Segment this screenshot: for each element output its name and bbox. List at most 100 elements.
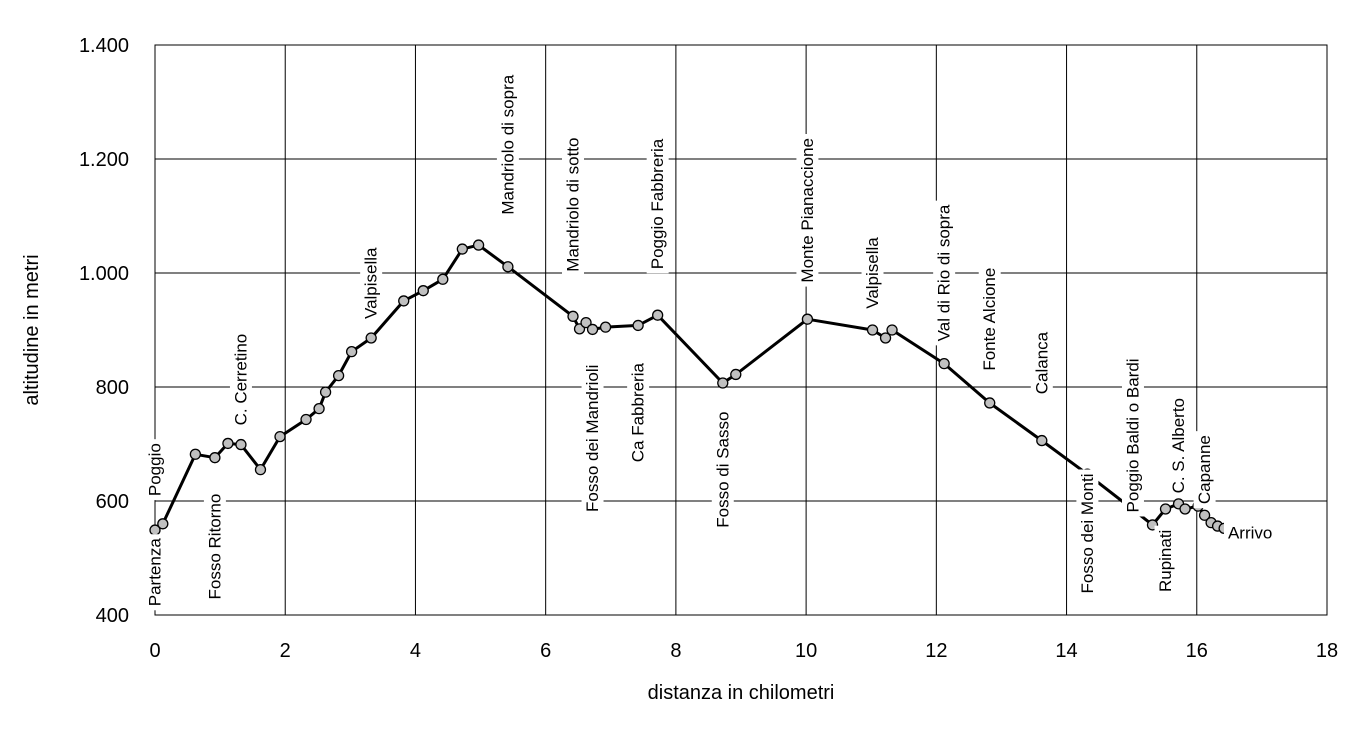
data-point — [652, 309, 664, 321]
y-tick-label: 400 — [96, 605, 129, 627]
waypoint-label-group: Fosso dei Mandrioli — [581, 360, 604, 517]
data-point — [886, 324, 898, 336]
data-point — [730, 368, 742, 381]
waypoint-label-background — [1076, 469, 1099, 598]
x-tick-label: 2 — [280, 640, 291, 662]
waypoint-label: Mandriolo di sopra — [498, 74, 517, 214]
waypoint-label: Val di Rio di sopra — [935, 204, 954, 341]
x-tick-label: 6 — [540, 640, 551, 662]
waypoint-label-background — [144, 534, 166, 611]
waypoint-label-group: C. S. Alberto — [1167, 393, 1190, 498]
y-tick-label: 800 — [96, 377, 129, 399]
data-point — [274, 430, 286, 443]
waypoint-label-group: Val di Rio di sopra — [933, 200, 956, 346]
waypoint-label: Fosso dei Monti — [1078, 473, 1097, 593]
waypoint-label: Calanca — [1032, 331, 1051, 394]
waypoint-label-group: Fosso dei Monti — [1076, 469, 1099, 598]
waypoint-label: Fosso di Sasso — [713, 412, 732, 528]
x-axis-title: distanza in chilometri — [648, 682, 835, 704]
waypoint-label-group: Mandriolo di sotto — [562, 133, 585, 276]
data-point — [222, 437, 234, 450]
waypoint-label-background — [1193, 431, 1216, 509]
data-point — [586, 323, 599, 336]
y-axis-title: altitudine in metri — [21, 254, 43, 405]
waypoint-label: C. Cerretino — [231, 334, 250, 426]
waypoint-label: Poggio Baldi o Bardi — [1123, 358, 1142, 512]
waypoint-label: Mandriolo di sotto — [564, 138, 583, 272]
data-point — [209, 452, 221, 464]
data-point — [472, 239, 485, 251]
waypoint-label-group: C. Cerretino — [229, 329, 252, 430]
waypoint-label-background — [646, 134, 669, 274]
data-point — [235, 438, 247, 451]
data-point — [938, 357, 950, 370]
x-tick-label: 10 — [795, 640, 817, 662]
data-point — [801, 313, 814, 325]
waypoint-label-group: Calanca — [1030, 327, 1053, 399]
waypoint-label: Arrivo — [1228, 523, 1272, 542]
waypoint-label: Poggio Fabbreria — [648, 138, 667, 269]
data-point — [502, 261, 514, 273]
waypoint-label-group: Rupinati — [1154, 525, 1177, 597]
x-tick-label: 12 — [925, 640, 947, 662]
x-tick-label: 18 — [1316, 640, 1338, 662]
data-points — [149, 239, 1237, 536]
waypoint-label-group: Fosso Ritorno — [203, 489, 226, 604]
data-point — [1036, 434, 1048, 447]
data-point — [319, 386, 332, 398]
data-point — [632, 319, 644, 332]
waypoint-label-background — [562, 133, 585, 276]
data-point — [157, 518, 169, 530]
x-tick-label: 16 — [1186, 640, 1208, 662]
waypoint-label: Poggio — [146, 443, 165, 496]
waypoint-label-group: Partenza — [144, 534, 166, 611]
data-point — [984, 397, 996, 409]
data-point — [879, 332, 892, 344]
waypoint-label-background — [711, 407, 734, 532]
waypoint-label-group: Valpisella — [360, 243, 383, 324]
data-point — [1159, 503, 1172, 515]
waypoint-label-group: Arrivo — [1223, 521, 1277, 544]
data-point — [300, 413, 312, 426]
waypoint-label-group: Poggio — [144, 439, 166, 501]
data-point — [580, 316, 592, 329]
waypoint-label-background — [796, 134, 819, 287]
data-point — [717, 377, 729, 389]
x-tick-label: 8 — [670, 640, 681, 662]
data-point — [189, 448, 202, 460]
data-point — [456, 243, 468, 255]
y-tick-label: 600 — [96, 491, 129, 513]
data-point — [1179, 503, 1191, 515]
waypoint-label-background — [496, 70, 519, 219]
data-point — [365, 332, 377, 344]
waypoint-label-background — [627, 359, 650, 467]
waypoint-label-background — [203, 489, 226, 604]
y-tick-label: 1.000 — [79, 263, 129, 285]
waypoint-label-background — [861, 233, 884, 313]
waypoint-labels: Partenza Poggio Fosso Ritorno C. Cerretino V… — [144, 70, 1277, 611]
altitude-series-line — [154, 243, 1231, 532]
x-tick-label: 0 — [149, 640, 160, 662]
waypoint-label: Rupinati — [1156, 530, 1175, 592]
waypoint-label-background — [1167, 393, 1190, 498]
data-point — [599, 321, 612, 333]
waypoint-label: Monte Pianaccione — [798, 138, 817, 283]
waypoint-label-background — [1030, 327, 1053, 399]
waypoint-label-background — [229, 329, 252, 430]
waypoint-label-group: Ca Fabbreria — [627, 359, 650, 467]
waypoint-label-group: Fosso di Sasso — [711, 407, 734, 532]
data-point — [866, 324, 879, 336]
x-tick-label: 14 — [1055, 640, 1077, 662]
data-point — [437, 273, 449, 285]
data-point — [398, 295, 410, 307]
waypoint-label-group: Poggio Fabbreria — [646, 134, 669, 274]
waypoint-label-group: Fonte Alcione — [978, 263, 1001, 375]
y-axis-tick-labels: 400 600 800 1.000 1.200 1.400 — [79, 35, 129, 627]
waypoint-label-background — [144, 439, 166, 501]
waypoint-label-group: Monte Pianaccione — [796, 134, 819, 287]
waypoint-label-group: Mandriolo di sopra — [496, 70, 519, 219]
waypoint-label: Capanne — [1195, 435, 1214, 504]
waypoint-label: C. S. Alberto — [1169, 398, 1188, 493]
x-axis-tick-labels: 0 2 4 6 8 10 12 14 16 18 — [149, 640, 1338, 662]
waypoint-label-background — [933, 200, 956, 346]
